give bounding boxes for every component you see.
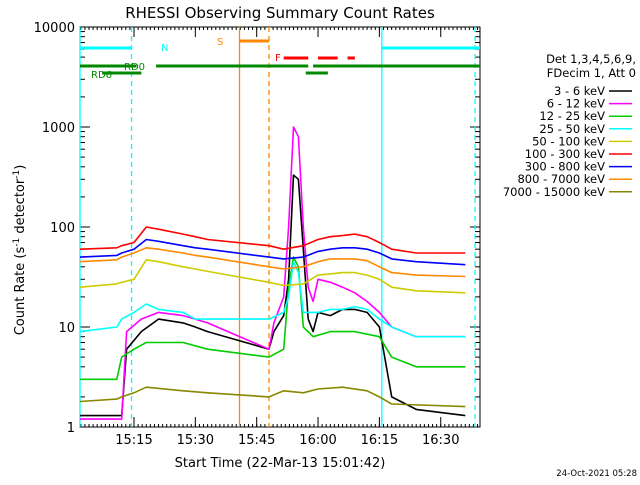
x-tick-label: 16:30 xyxy=(422,433,459,448)
state-label: F xyxy=(275,53,281,64)
timestamp: 24-Oct-2021 05:28 xyxy=(556,469,637,479)
y-axis-label-part-2: detector xyxy=(13,178,28,238)
state-label: S xyxy=(217,37,223,48)
series-lines xyxy=(79,126,466,420)
legend-label: 300 - 800 keV xyxy=(525,160,605,174)
series-line xyxy=(79,260,466,338)
legend: Det 1,3,4,5,6,9, FDecim 1, Att 0 3 - 6 k… xyxy=(503,52,636,199)
series-line xyxy=(79,247,466,278)
y-tick-labels: 1 10 100 1000 10000 xyxy=(34,21,75,436)
legend-label: 12 - 25 keV xyxy=(539,109,605,123)
x-tick-label: 16:15 xyxy=(361,433,398,448)
x-tick-label: 15:45 xyxy=(238,433,275,448)
y-axis-label-sup-2: -1 xyxy=(12,170,22,179)
series-line xyxy=(80,256,466,381)
legend-header-line-1: Det 1,3,4,5,6,9, xyxy=(546,52,636,66)
y-axis-label-sup-1: -1 xyxy=(12,238,22,247)
x-tick-label: 15:15 xyxy=(115,433,152,448)
chart-title: RHESSI Observing Summary Count Rates xyxy=(125,4,435,22)
vertical-markers xyxy=(79,27,476,427)
x-tick-labels: 15:15 15:30 15:45 16:00 16:15 16:30 xyxy=(115,433,459,448)
y-tick-label: 100 xyxy=(50,221,75,236)
axis-ticks xyxy=(80,27,480,428)
series-line xyxy=(79,386,466,408)
state-label: RD6 xyxy=(91,70,112,81)
series-line xyxy=(79,238,466,266)
y-tick-label: 1000 xyxy=(42,121,75,136)
legend-label: 100 - 300 keV xyxy=(525,147,605,161)
y-axis-label-part-1: Count Rate (s xyxy=(13,247,28,336)
x-tick-label: 15:30 xyxy=(177,433,214,448)
legend-label: 25 - 50 keV xyxy=(539,122,605,136)
legend-label: 800 - 7000 keV xyxy=(517,172,605,186)
legend-header-line-2: FDecim 1, Att 0 xyxy=(547,66,636,80)
x-axis-label: Start Time (22-Mar-13 15:01:42) xyxy=(175,456,386,471)
state-label: RD0 xyxy=(124,62,145,73)
y-axis-label-part-3: ) xyxy=(13,165,28,170)
x-tick-label: 16:00 xyxy=(299,433,336,448)
legend-label: 6 - 12 keV xyxy=(547,97,605,111)
series-line xyxy=(79,226,466,254)
series-line xyxy=(80,174,466,417)
y-tick-label: 10000 xyxy=(34,21,75,36)
series-line xyxy=(79,258,466,294)
y-tick-label: 1 xyxy=(67,421,75,436)
y-axis-label: Count Rate (s-1 detector-1) xyxy=(12,165,28,336)
legend-label: 3 - 6 keV xyxy=(554,84,605,98)
state-labels: N S F RD0 RD6 xyxy=(91,37,281,81)
state-label: N xyxy=(161,43,168,54)
legend-label: 7000 - 15000 keV xyxy=(503,185,605,199)
series-line xyxy=(80,126,466,420)
legend-label: 50 - 100 keV xyxy=(532,134,605,148)
state-bars xyxy=(80,39,480,75)
y-tick-label: 10 xyxy=(58,321,75,336)
